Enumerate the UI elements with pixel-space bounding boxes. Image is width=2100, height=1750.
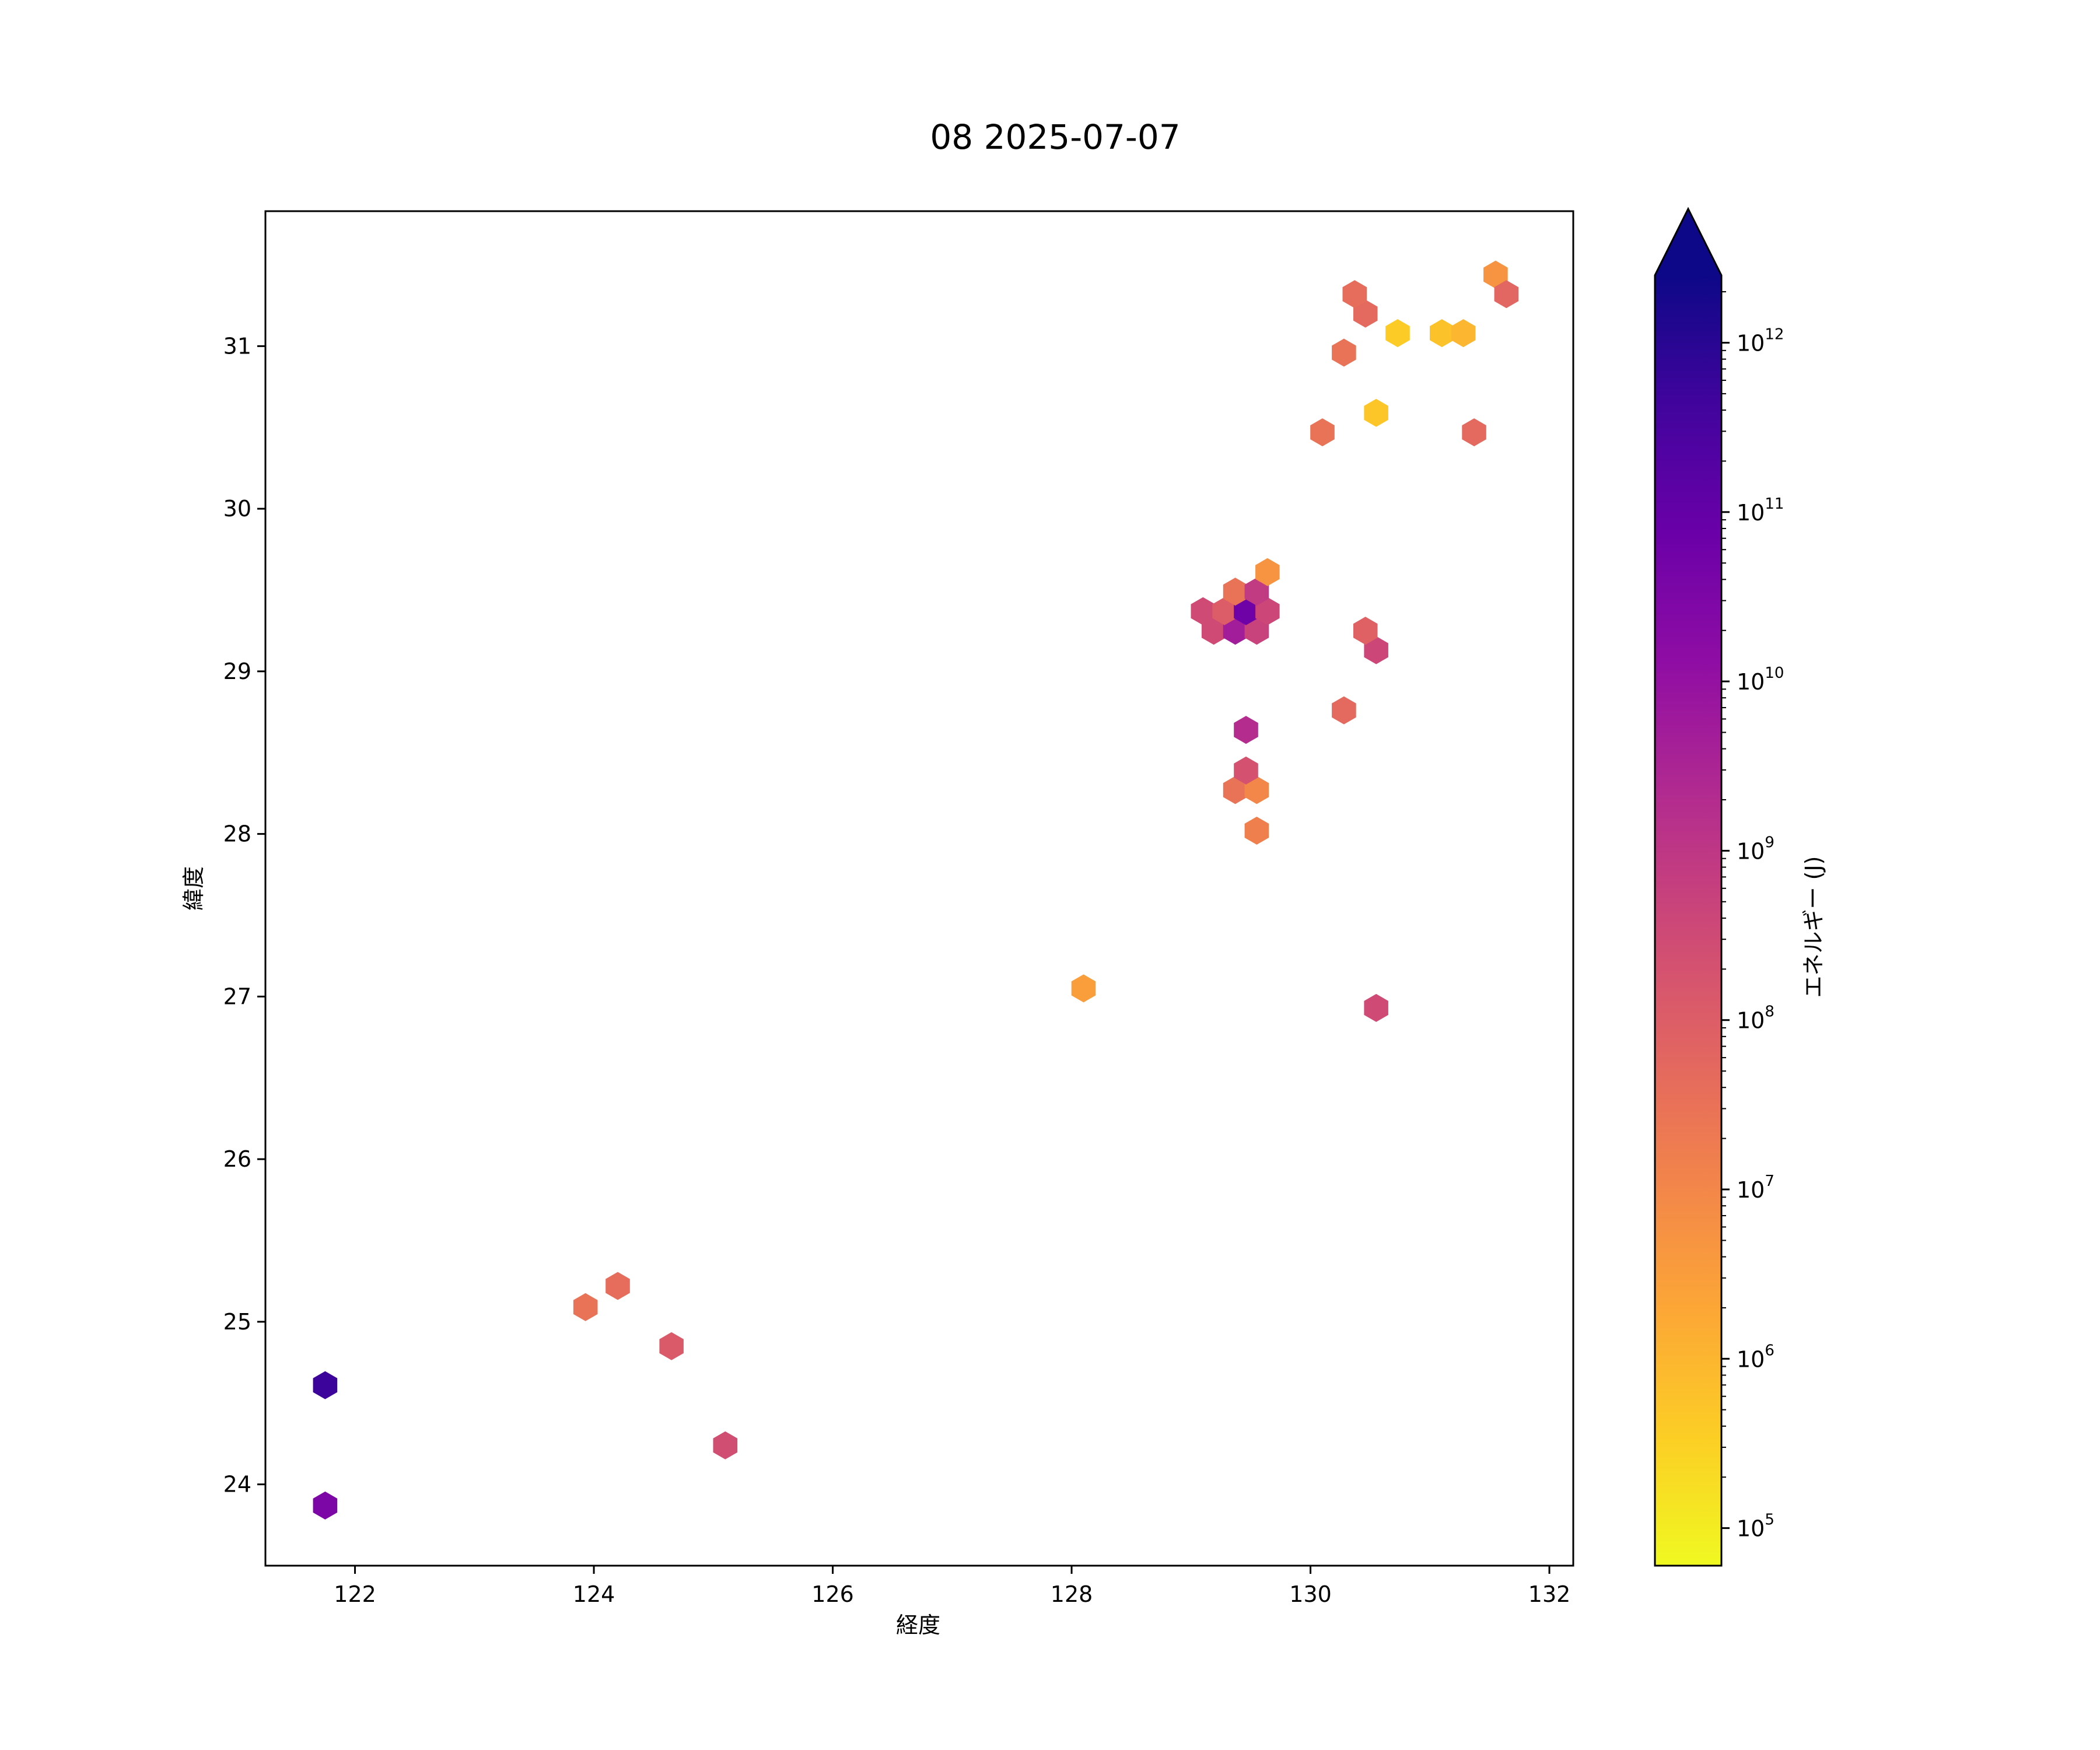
x-axis-label: 経度: [896, 1612, 940, 1638]
hexbin-cell: [573, 1293, 598, 1321]
colorbar-tick-label: 108: [1737, 1003, 1774, 1034]
hexbin-cell: [1385, 319, 1410, 348]
hexbin-cell: [1451, 319, 1476, 348]
hexbin-cell: [1223, 617, 1248, 645]
plot-frame: [265, 211, 1573, 1566]
x-axis-ticks: 122 124 126 128 130 132: [334, 1566, 1570, 1607]
y-axis-ticks: 24 25 26 27 28 29 30 31: [223, 333, 265, 1497]
hexbin-cell: [1494, 280, 1519, 309]
colorbar-tick-label: 1010: [1737, 664, 1784, 695]
hexbin-cell: [713, 1431, 738, 1460]
hexbin-cell: [1234, 756, 1258, 785]
hexbin-cell: [1244, 617, 1269, 645]
hexbin-cell: [1244, 817, 1269, 845]
colorbar-tick-label: 109: [1737, 834, 1774, 864]
x-tick-label: 126: [811, 1581, 854, 1607]
hexbin-cell: [1244, 776, 1269, 804]
hexbin-cell: [606, 1272, 630, 1300]
hexbin-cell: [1364, 636, 1388, 664]
colorbar-tick-label: 107: [1737, 1172, 1774, 1203]
colorbar-ticks: 105 106 107 108 109 1010 1011 1012: [1721, 291, 1784, 1542]
hexbin-cell: [1430, 319, 1454, 348]
x-tick-label: 124: [573, 1581, 615, 1607]
y-tick-label: 24: [223, 1472, 251, 1497]
hexbin-cell: [1462, 418, 1486, 447]
colorbar-bar: [1655, 275, 1721, 1566]
colorbar-tick-label: 1012: [1737, 326, 1784, 356]
x-tick-label: 128: [1051, 1581, 1093, 1607]
hexbin-cell: [1223, 776, 1248, 804]
y-tick-label: 25: [223, 1309, 251, 1335]
colorbar-tick-label: 1011: [1737, 495, 1784, 526]
hexbin-cell: [1332, 338, 1356, 367]
hexbin-cell: [1310, 418, 1335, 447]
hexbin-cell: [1071, 974, 1096, 1003]
hexbin-cell: [1342, 280, 1367, 309]
y-tick-label: 26: [223, 1146, 251, 1172]
colorbar: 105 106 107 108 109 1010 1011 1012 エネルギー (J): [1654, 206, 1826, 1567]
plot-area: 122 124 126 128 130 132 24 25 26 27 28 29 30 31: [223, 210, 1574, 1607]
colorbar-tick-label: 105: [1737, 1511, 1774, 1542]
hexbin-cell: [1364, 398, 1388, 427]
x-tick-label: 122: [334, 1581, 376, 1607]
x-tick-label: 130: [1289, 1581, 1332, 1607]
plot-border: [264, 210, 1574, 1567]
hexbin-cell: [1353, 617, 1378, 645]
chart-title: 08 2025-07-07: [930, 117, 1180, 157]
hexbin-cell: [1234, 716, 1258, 744]
hexbin-cell: [1201, 617, 1226, 645]
x-tick-label: 132: [1528, 1581, 1571, 1607]
hexbin-cell: [313, 1371, 338, 1399]
hexbin-cell: [1234, 597, 1258, 625]
hexbin-layer: [313, 260, 1519, 1520]
hexbin-cell: [1332, 696, 1356, 724]
colorbar-tick-label: 106: [1737, 1342, 1774, 1372]
y-tick-label: 29: [223, 659, 251, 684]
hexbin-cell: [1191, 597, 1216, 625]
hexbin-cell: [1483, 260, 1508, 289]
hexbin-cell: [313, 1491, 338, 1520]
hexbin-cell: [1244, 578, 1269, 606]
colorbar-extend-arrow: [1655, 209, 1721, 275]
y-tick-label: 30: [223, 496, 251, 522]
y-tick-label: 31: [223, 333, 251, 359]
hexbin-cell: [1364, 993, 1388, 1022]
hexbin-cell: [1255, 597, 1280, 625]
y-tick-label: 27: [223, 984, 251, 1009]
hexbin-cell: [1353, 299, 1378, 328]
colorbar-label: エネルギー (J): [1801, 856, 1826, 998]
hexbin-cell: [1223, 578, 1248, 606]
hexbin-cell: [1255, 558, 1280, 586]
y-axis-label: 緯度: [181, 866, 206, 911]
y-tick-label: 28: [223, 821, 251, 847]
colorbar-outline: [1654, 206, 1723, 1567]
hexbin-cell: [1212, 597, 1237, 625]
hexbin-cell: [659, 1332, 684, 1360]
